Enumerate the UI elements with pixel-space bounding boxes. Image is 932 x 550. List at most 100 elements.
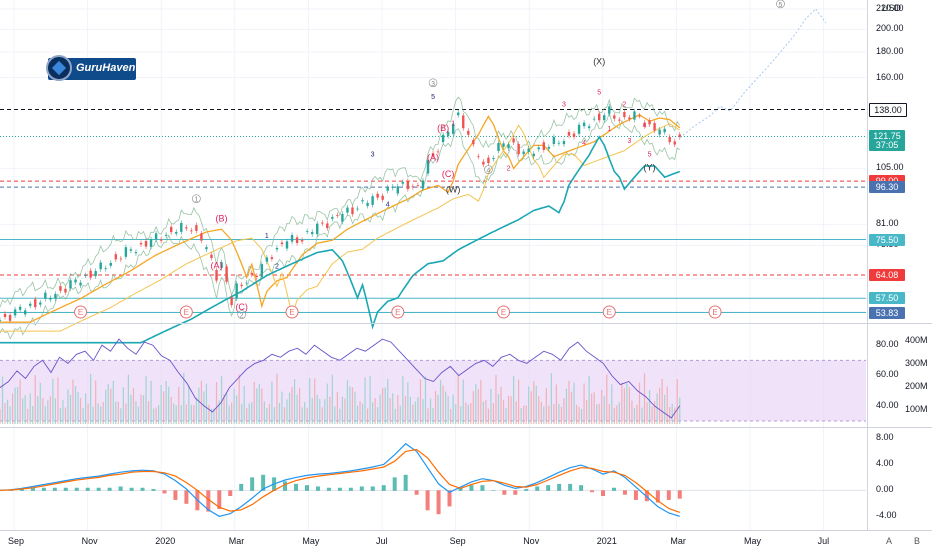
price-tag[interactable]: 53.83: [869, 306, 905, 319]
volume-bar: [558, 403, 560, 424]
wave-label: 4: [643, 122, 647, 129]
volume-bar: [163, 391, 165, 424]
price-tag[interactable]: 75.50: [869, 233, 905, 246]
volume-bar: [575, 404, 578, 424]
candle-body: [457, 112, 460, 116]
price-tag[interactable]: 57.50: [869, 292, 905, 305]
volume-bar: [301, 407, 303, 424]
volume-bar: [515, 401, 517, 424]
log-scale-button[interactable]: B: [914, 536, 921, 546]
candle-body: [562, 141, 566, 145]
volume-bar: [608, 404, 610, 424]
projection-path: [679, 8, 827, 139]
price-tag[interactable]: 138.00: [869, 103, 907, 118]
wave-label-circle: [776, 0, 785, 9]
candle-body: [648, 120, 651, 125]
volume-bar: [583, 383, 585, 424]
volume-bar: [112, 380, 114, 424]
volume-bar: [623, 388, 625, 424]
volume-bar: [296, 394, 298, 424]
candle-body: [346, 207, 349, 213]
volume-bar: [439, 380, 442, 424]
volume-bar: [387, 378, 389, 424]
candle-body: [678, 134, 681, 138]
pane-separator-macd[interactable]: [0, 427, 932, 428]
candle-body: [331, 216, 334, 219]
wave-label: 2: [275, 264, 279, 271]
wave-label-circle: [237, 310, 246, 319]
volume-bar: [535, 385, 537, 424]
volume-bar: [402, 375, 404, 424]
volume-bar: [434, 391, 437, 424]
pane-separator-rsi[interactable]: [0, 323, 932, 324]
volume-bar: [422, 398, 424, 424]
volume-bar: [223, 394, 225, 424]
candle-body: [240, 284, 243, 287]
wave-label: (A): [211, 261, 223, 271]
candle-body: [431, 153, 435, 157]
macd-histogram-bar: [403, 474, 408, 491]
candle-body: [225, 266, 228, 282]
price-tag[interactable]: 37:05: [869, 138, 905, 151]
macd-histogram-bar: [206, 490, 211, 512]
volume-bar: [656, 393, 658, 424]
volume-bar: [460, 406, 462, 424]
volume-bar: [404, 395, 406, 424]
earnings-marker-label: E: [607, 308, 612, 317]
candle-body: [386, 187, 389, 191]
wave-label: 4: [582, 140, 586, 147]
volume-bar: [271, 381, 273, 424]
auto-scale-button[interactable]: A: [886, 536, 893, 546]
volume-bar: [414, 401, 417, 424]
candle-body: [628, 117, 631, 120]
candle-body: [255, 275, 258, 278]
candle-body: [462, 115, 465, 129]
volume-bar: [570, 391, 573, 424]
candle-body: [3, 313, 7, 318]
volume-bar: [563, 398, 565, 424]
earnings-marker: [74, 305, 88, 319]
earnings-marker-label: E: [78, 308, 83, 317]
volume-bar: [57, 377, 59, 424]
macd-histogram-bar: [162, 490, 167, 494]
volume-bar: [442, 385, 444, 424]
volume-bar: [130, 394, 132, 424]
volume-bar: [369, 375, 371, 424]
candle-body: [532, 153, 535, 157]
macd-histogram-bar: [480, 485, 485, 491]
volume-bar: [659, 387, 661, 424]
candle-body: [441, 134, 445, 143]
earnings-marker-label: E: [289, 308, 294, 317]
candle-body: [537, 147, 540, 150]
volume-bar: [309, 378, 311, 424]
volume-bar: [447, 396, 449, 424]
macd-histogram-bar: [304, 485, 309, 491]
macd-histogram-bar: [502, 490, 507, 495]
price-tag[interactable]: 96.30: [869, 181, 905, 194]
volume-bar: [276, 373, 278, 424]
candle-body: [149, 239, 153, 247]
wave-label: 5: [779, 2, 783, 9]
earnings-marker-label: E: [501, 308, 506, 317]
volume-bar: [243, 385, 245, 424]
volume-bar: [487, 408, 490, 424]
volume-bar: [329, 396, 331, 424]
volume-bar: [170, 396, 172, 424]
candle-body: [608, 106, 611, 114]
volume-tick-label: 400M: [905, 335, 928, 345]
volume-bar: [339, 408, 341, 424]
currency-label: USD: [882, 3, 902, 13]
volume-bar: [14, 387, 16, 424]
macd-histogram-bar: [294, 483, 299, 491]
price-tag[interactable]: 64.08: [869, 268, 905, 281]
wave-label: 4: [386, 202, 390, 209]
volume-bar: [492, 403, 495, 424]
volume-bar: [528, 386, 530, 424]
volume-bar: [560, 406, 563, 424]
earnings-marker: [708, 305, 722, 319]
volume-bar: [603, 396, 605, 424]
volume-bar: [283, 407, 286, 424]
volume-bar: [273, 407, 276, 424]
time-tick-label: Mar: [670, 536, 686, 546]
